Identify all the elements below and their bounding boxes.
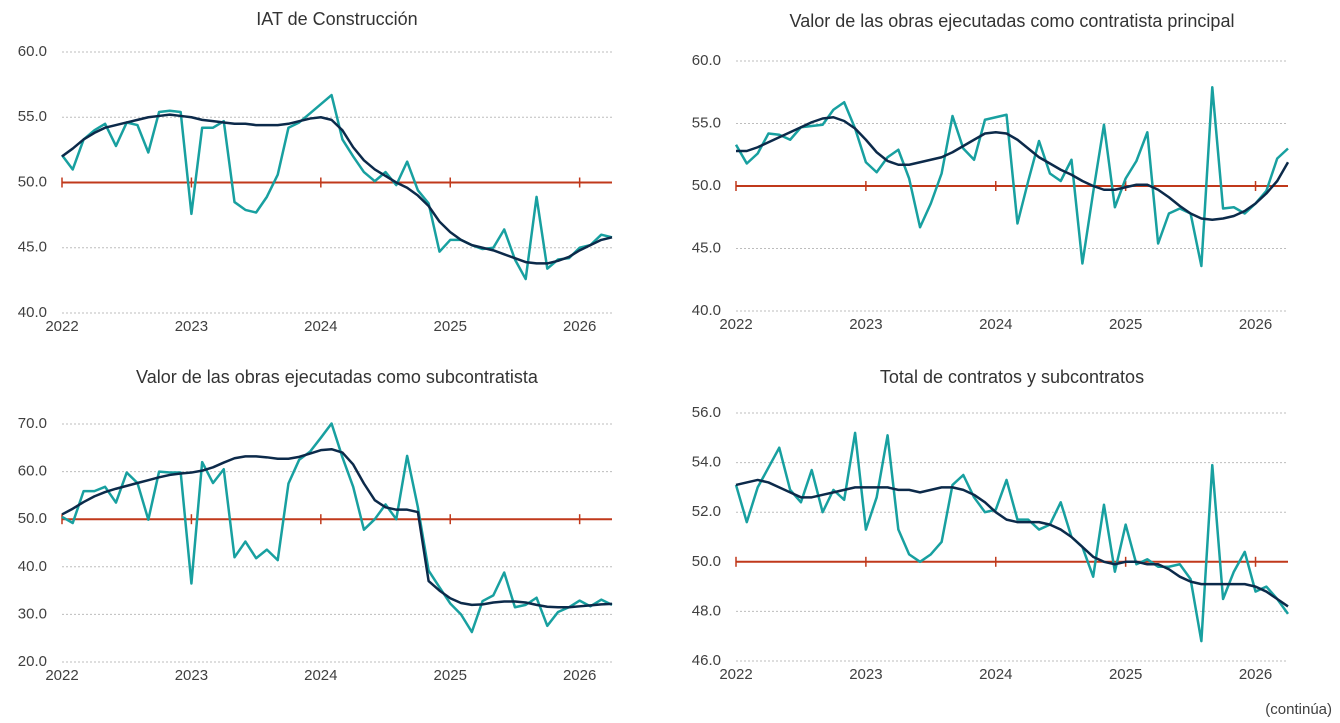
chart-title: Valor de las obras ejecutadas como contr… xyxy=(790,11,1235,31)
y-tick-label: 40.0 xyxy=(692,302,721,319)
series-line xyxy=(734,86,1289,268)
chart-title: Valor de las obras ejecutadas como subco… xyxy=(136,367,539,387)
y-tick-label: 54.0 xyxy=(692,454,721,471)
y-tick-label: 30.0 xyxy=(18,605,47,622)
x-tick-label: 2026 xyxy=(563,667,596,684)
y-tick-label: 70.0 xyxy=(18,415,47,432)
x-tick-label: 2022 xyxy=(719,666,752,683)
x-tick-label: 2022 xyxy=(719,316,752,333)
y-tick-label: 45.0 xyxy=(692,239,721,256)
x-tick-label: 2022 xyxy=(45,318,78,335)
x-tick-label: 2023 xyxy=(175,318,208,335)
x-tick-label: 2024 xyxy=(979,666,1012,683)
y-tick-label: 40.0 xyxy=(18,304,47,321)
x-tick-label: 2025 xyxy=(1109,666,1142,683)
y-tick-label: 60.0 xyxy=(692,52,721,69)
y-tick-label: 50.0 xyxy=(18,173,47,190)
series-line xyxy=(61,447,613,609)
series-line xyxy=(736,116,1290,221)
x-tick-label: 2026 xyxy=(1239,666,1272,683)
x-tick-label: 2024 xyxy=(979,316,1012,333)
x-tick-label: 2022 xyxy=(45,667,78,684)
series-line xyxy=(735,478,1289,608)
x-tick-label: 2026 xyxy=(563,318,596,335)
y-tick-label: 20.0 xyxy=(18,653,47,670)
y-tick-label: 46.0 xyxy=(692,652,721,669)
y-tick-label: 50.0 xyxy=(18,510,47,527)
y-tick-label: 60.0 xyxy=(18,463,47,480)
y-tick-label: 56.0 xyxy=(692,404,721,421)
y-tick-label: 48.0 xyxy=(692,602,721,619)
y-tick-label: 45.0 xyxy=(18,239,47,256)
x-tick-label: 2023 xyxy=(849,316,882,333)
y-tick-label: 55.0 xyxy=(692,114,721,131)
x-tick-label: 2025 xyxy=(434,318,467,335)
x-tick-label: 2026 xyxy=(1239,316,1272,333)
footer-note: (continúa) xyxy=(1265,701,1332,718)
y-tick-label: 50.0 xyxy=(692,177,721,194)
series-line xyxy=(60,93,613,281)
y-tick-label: 60.0 xyxy=(18,43,47,60)
series-line xyxy=(734,431,1290,643)
x-tick-label: 2025 xyxy=(1109,316,1142,333)
chart-title: IAT de Construcción xyxy=(256,9,417,29)
x-tick-label: 2024 xyxy=(304,667,337,684)
x-tick-label: 2023 xyxy=(849,666,882,683)
y-tick-label: 50.0 xyxy=(692,553,721,570)
y-tick-label: 52.0 xyxy=(692,503,721,520)
x-tick-label: 2023 xyxy=(175,667,208,684)
y-tick-label: 55.0 xyxy=(18,108,47,125)
series-line xyxy=(61,422,613,634)
chart-title: Total de contratos y subcontratos xyxy=(880,367,1144,387)
series-line xyxy=(61,113,613,265)
y-tick-label: 40.0 xyxy=(18,558,47,575)
x-tick-label: 2025 xyxy=(434,667,467,684)
x-tick-label: 2024 xyxy=(304,318,337,335)
